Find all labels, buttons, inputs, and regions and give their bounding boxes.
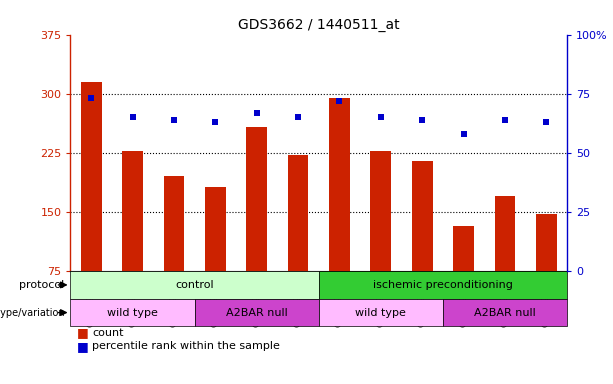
Bar — [536, 214, 557, 271]
Point — [169, 117, 179, 123]
Bar — [195, 299, 319, 326]
Bar — [122, 151, 143, 271]
Bar — [495, 196, 516, 271]
Text: ■: ■ — [77, 340, 88, 353]
Point — [541, 119, 551, 125]
Point — [293, 114, 303, 121]
Point — [335, 98, 345, 104]
Text: count: count — [92, 328, 123, 338]
Bar — [329, 98, 350, 271]
Text: ■: ■ — [77, 326, 88, 339]
Text: protocol: protocol — [18, 280, 67, 290]
Text: A2BAR null: A2BAR null — [474, 308, 536, 318]
Point — [210, 119, 220, 125]
Text: control: control — [175, 280, 214, 290]
Point — [86, 95, 96, 101]
Bar — [205, 187, 226, 271]
Text: wild type: wild type — [107, 308, 158, 318]
Point — [417, 117, 427, 123]
Text: ischemic preconditioning: ischemic preconditioning — [373, 280, 513, 290]
Point — [252, 109, 262, 116]
Bar — [70, 299, 195, 326]
Bar — [70, 271, 319, 299]
Title: GDS3662 / 1440511_at: GDS3662 / 1440511_at — [238, 18, 400, 32]
Bar — [319, 299, 443, 326]
Bar — [412, 161, 433, 271]
Point — [128, 114, 137, 121]
Bar — [287, 155, 308, 271]
Text: genotype/variation: genotype/variation — [0, 308, 67, 318]
Bar — [164, 177, 185, 271]
Bar — [453, 226, 474, 271]
Point — [376, 114, 386, 121]
Point — [459, 131, 468, 137]
Bar — [443, 299, 567, 326]
Text: wild type: wild type — [356, 308, 406, 318]
Bar — [81, 82, 102, 271]
Point — [500, 117, 510, 123]
Text: A2BAR null: A2BAR null — [226, 308, 287, 318]
Bar — [319, 271, 567, 299]
Bar — [246, 127, 267, 271]
Bar — [370, 151, 391, 271]
Text: percentile rank within the sample: percentile rank within the sample — [92, 341, 280, 351]
